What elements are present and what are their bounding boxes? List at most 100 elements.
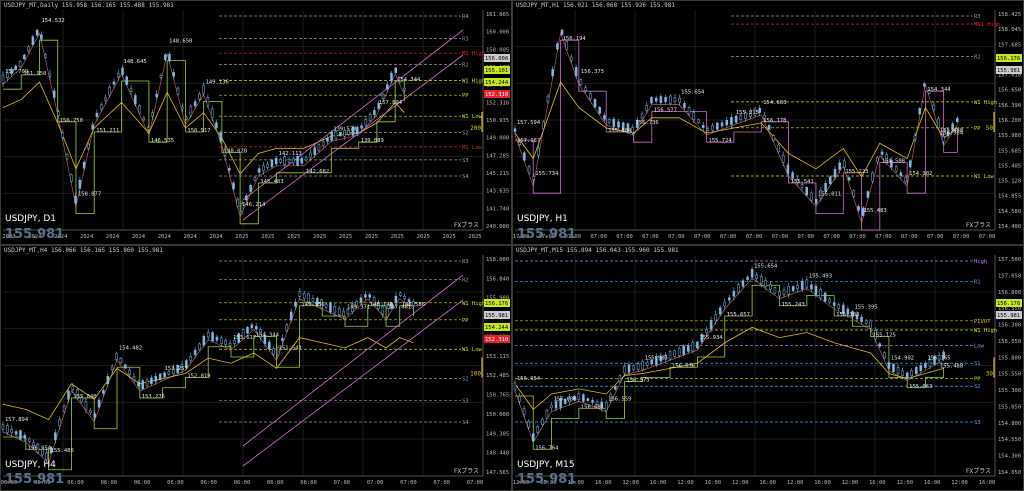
time-tick-label: 12:00 bbox=[677, 480, 694, 486]
candle-body bbox=[337, 308, 341, 316]
price-tag-box bbox=[484, 78, 510, 86]
candle-body bbox=[796, 284, 799, 289]
candle-body bbox=[351, 303, 354, 313]
candle-body bbox=[910, 370, 913, 377]
candle-body bbox=[158, 373, 162, 380]
candle-body bbox=[228, 343, 232, 347]
candle-body bbox=[869, 320, 872, 329]
swing-label: 155.488 bbox=[940, 363, 963, 369]
candle-body bbox=[560, 29, 564, 35]
candle-body bbox=[241, 329, 245, 339]
swing-label: 152.819 bbox=[187, 374, 210, 380]
level-label: M1 Low bbox=[462, 145, 483, 151]
candle-body bbox=[753, 108, 757, 116]
time-tick-label: 07:00 bbox=[694, 234, 711, 240]
candle-body bbox=[918, 108, 921, 115]
price-tag-box bbox=[484, 299, 510, 307]
time-tick-label: 07:00 bbox=[467, 480, 484, 486]
candle-body bbox=[737, 284, 740, 293]
level-label: S2 bbox=[974, 384, 981, 390]
candle-body bbox=[355, 301, 358, 307]
candle-body bbox=[678, 97, 681, 103]
time-tick-label: 07:00 bbox=[668, 234, 685, 240]
candle-body bbox=[614, 386, 617, 390]
candle-body bbox=[119, 357, 123, 364]
chart-pane-h1[interactable]: R3 MN1 High R2 W1 High PP W1 Low 157.594 157.18… bbox=[512, 0, 1024, 245]
candle-body bbox=[215, 336, 219, 341]
price-axis-labels: 158.000156.840155.980154.915154.030153.1… bbox=[486, 257, 509, 476]
price-axis-labels: 157.500 157.050 156.800 156.550 156.300 156.0… bbox=[998, 257, 1021, 476]
swing-label: 151.541 bbox=[279, 345, 302, 351]
candle-body bbox=[873, 330, 877, 340]
candle-body bbox=[777, 144, 780, 153]
swing-label: 156.036 bbox=[672, 363, 695, 369]
candle-body bbox=[93, 413, 96, 418]
candle-body bbox=[329, 303, 332, 313]
candle-body bbox=[744, 112, 747, 119]
price-tag-box bbox=[484, 54, 510, 62]
candle-body bbox=[206, 332, 210, 338]
candle-body bbox=[876, 157, 879, 162]
candle-body bbox=[45, 452, 48, 460]
candle-body bbox=[279, 159, 282, 163]
candle-body bbox=[951, 123, 954, 131]
time-tick-label: 07:00 bbox=[433, 480, 450, 486]
candle-body bbox=[343, 130, 346, 137]
level-label: R2 bbox=[462, 62, 469, 68]
candle-body bbox=[49, 446, 53, 454]
swing-label: 146.586 bbox=[402, 302, 425, 308]
ma-line-slow bbox=[2, 337, 414, 421]
candle-body bbox=[641, 360, 644, 371]
swing-label: 156.165 bbox=[927, 356, 950, 362]
candle-body bbox=[246, 326, 249, 334]
candle-body bbox=[108, 86, 111, 96]
candle-body bbox=[607, 119, 611, 123]
candle-body bbox=[167, 371, 171, 375]
chart-pane-d1[interactable]: R4 R3 M1 High R2 W1 High PP W1 Low S2 M1 Low S3 S4… bbox=[0, 0, 512, 245]
candle-body bbox=[518, 141, 521, 145]
candle-body bbox=[791, 172, 794, 179]
candle-body bbox=[915, 367, 918, 375]
candle-body bbox=[522, 408, 526, 415]
candle-body bbox=[368, 294, 371, 298]
level-label: R2 bbox=[462, 278, 469, 284]
candle-body bbox=[44, 54, 47, 58]
level-label: High bbox=[974, 259, 987, 265]
candle-body bbox=[330, 131, 333, 141]
swing-label: 142.682 bbox=[306, 169, 329, 175]
grid-lines bbox=[515, 255, 995, 476]
candle-body bbox=[145, 379, 149, 386]
candle-body bbox=[35, 29, 39, 36]
candle-body bbox=[62, 405, 66, 412]
candle-body bbox=[728, 297, 731, 301]
candle-body bbox=[773, 287, 777, 294]
candle-body bbox=[320, 299, 323, 309]
time-tick-label: 06:00 bbox=[267, 480, 284, 486]
candle-body bbox=[574, 67, 578, 77]
swing-label: 156.954 bbox=[28, 445, 52, 451]
candle-body bbox=[40, 34, 43, 40]
price-tag-text: 155.981 bbox=[997, 313, 1020, 319]
time-tick-label: 06:00 bbox=[134, 480, 151, 486]
candle-body bbox=[134, 95, 137, 105]
candle-body bbox=[741, 280, 745, 287]
candle-body bbox=[824, 183, 827, 192]
candle-body bbox=[193, 101, 197, 107]
pane-symbol: USDJPY, H1 bbox=[517, 214, 568, 224]
candle-body bbox=[377, 302, 380, 309]
price-tick-label: 141.740 bbox=[486, 206, 509, 212]
price-tick-label: 156.650 bbox=[998, 88, 1021, 94]
candle-body bbox=[206, 97, 210, 106]
pane-price: 155.981 bbox=[517, 227, 577, 242]
swing-label: 149.956 bbox=[301, 302, 324, 308]
time-tick-label: 07:00 bbox=[746, 234, 763, 240]
price-tick-label: 150.000 bbox=[486, 412, 509, 418]
chart-pane-h4[interactable]: R3 R2 W1 High PP W1 Low S2 S3 S4 157.894 156.954 1… bbox=[0, 245, 512, 491]
ma-line-fast bbox=[2, 298, 414, 464]
chart-pane-m15[interactable]: High R1 PIVOT W1 High Low S1 PP S2 S3 156.954 156.… bbox=[512, 245, 1024, 491]
candle-body bbox=[10, 429, 13, 433]
price-tags: 156.176 155.981 154.244 152.310 bbox=[484, 299, 510, 343]
price-tick-label: 154.050 bbox=[998, 470, 1021, 476]
